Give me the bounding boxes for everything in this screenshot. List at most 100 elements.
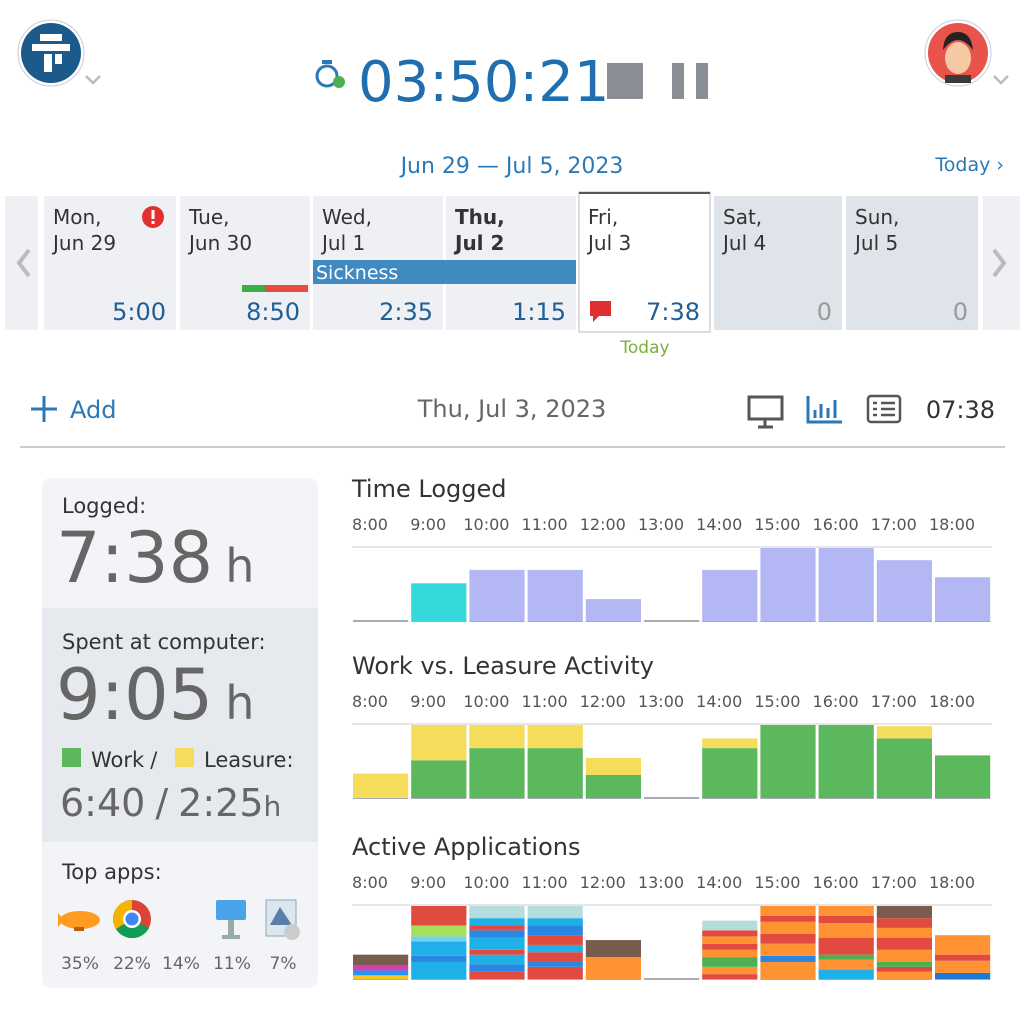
x-tick-label: 9:00 — [410, 692, 446, 711]
x-tick-label: 12:00 — [580, 692, 626, 711]
bar-segment — [876, 738, 932, 798]
app-segment — [760, 961, 816, 979]
work-legend: Work / — [91, 748, 158, 772]
chevron[interactable] — [993, 75, 1009, 85]
app-segment — [411, 941, 467, 956]
day-name: Tue, — [188, 205, 230, 229]
app-segment — [469, 925, 525, 931]
app-segment — [527, 906, 583, 919]
day-name: Thu, — [455, 205, 505, 229]
bar-segment — [411, 725, 467, 761]
alert-mark — [151, 221, 155, 224]
app-segment — [411, 936, 467, 942]
day-card[interactable] — [714, 196, 842, 330]
app-segment — [527, 952, 583, 962]
app-segment — [411, 925, 467, 937]
x-tick-label: 10:00 — [463, 515, 509, 534]
list-view[interactable] — [866, 394, 902, 424]
day-card[interactable] — [846, 196, 978, 330]
bar-segment — [469, 748, 525, 798]
bar — [527, 569, 583, 621]
day-name: Wed, — [322, 205, 372, 229]
separator: / — [150, 748, 158, 772]
activity-bar — [242, 285, 265, 292]
bar-segment — [585, 774, 641, 798]
day-date: Jul 2 — [453, 231, 504, 255]
day-total: 7:38 — [646, 298, 700, 326]
event-bar[interactable] — [313, 260, 576, 284]
app-icon — [58, 911, 100, 931]
app-segment — [935, 960, 991, 973]
avatar[interactable] — [924, 19, 992, 87]
x-tick-label: 18:00 — [929, 692, 975, 711]
app-segment — [411, 955, 467, 962]
arrow — [16, 248, 31, 278]
x-tick-label: 14:00 — [696, 515, 742, 534]
day-total: 5:00 — [112, 298, 166, 326]
day-total: 0 — [817, 298, 832, 326]
app-segment — [411, 906, 467, 926]
day-date: Jul 1 — [320, 231, 365, 255]
day-total: 07:38 — [926, 396, 995, 424]
app-segment — [469, 918, 525, 926]
arrow — [992, 248, 1007, 278]
current-date: Thu, Jul 3, 2023 — [417, 395, 607, 423]
day-total: 2:35 — [379, 298, 433, 326]
bar-segment — [876, 726, 932, 739]
day-card[interactable] — [180, 196, 310, 330]
pause-button[interactable] — [696, 63, 708, 99]
app-segment — [818, 915, 874, 924]
chevron[interactable] — [85, 75, 101, 85]
app-segment — [585, 957, 641, 979]
timer-icon — [315, 60, 345, 88]
app-segment — [527, 944, 583, 953]
chart-title: Active Applications — [352, 833, 580, 861]
app-segment — [469, 930, 525, 938]
day-name: Fri, — [588, 205, 618, 229]
app-segment — [818, 969, 874, 979]
logged-value: 7:38 h — [56, 517, 254, 599]
alert-mark — [151, 210, 155, 219]
day-date: Jun 30 — [187, 231, 252, 255]
app-segment — [876, 927, 932, 938]
app-segment — [527, 918, 583, 926]
app-segment — [702, 930, 758, 937]
bar-segment — [760, 725, 816, 798]
app-icon — [265, 899, 300, 940]
bar — [818, 548, 874, 621]
chart-view[interactable] — [806, 396, 842, 424]
logo[interactable] — [17, 19, 85, 87]
today-marker: Today — [619, 338, 669, 358]
app-segment — [702, 974, 758, 979]
stop-button[interactable] — [607, 63, 643, 99]
bar — [760, 548, 816, 621]
x-tick-label: 13:00 — [638, 873, 684, 892]
x-tick-label: 18:00 — [929, 515, 975, 534]
x-tick-label: 13:00 — [638, 515, 684, 534]
today-link[interactable]: Today › — [934, 154, 1004, 176]
app-icon — [216, 900, 246, 939]
app-segment — [876, 937, 932, 950]
logged-label: Logged: — [62, 494, 146, 518]
app-segment — [935, 972, 991, 979]
x-tick-label: 12:00 — [580, 873, 626, 892]
app-segment — [876, 966, 932, 972]
app-segment — [818, 937, 874, 955]
x-tick-label: 11:00 — [522, 692, 568, 711]
app-segment — [353, 954, 409, 966]
app-segment — [760, 915, 816, 922]
day-name: Mon, — [53, 205, 102, 229]
app-segment — [818, 923, 874, 938]
computer-time: 9:05 — [56, 654, 213, 736]
comment-icon — [590, 301, 611, 322]
app-segment — [469, 971, 525, 979]
computer-view[interactable] — [747, 395, 784, 429]
pause-button[interactable] — [672, 63, 684, 99]
bar-segment — [702, 738, 758, 749]
app-segment — [702, 966, 758, 975]
add-icon[interactable] — [31, 396, 57, 422]
x-tick-label: 14:00 — [696, 692, 742, 711]
x-tick-label: 8:00 — [352, 873, 388, 892]
logged-time: 7:38 — [56, 517, 213, 599]
add-button[interactable]: Add — [70, 396, 116, 424]
